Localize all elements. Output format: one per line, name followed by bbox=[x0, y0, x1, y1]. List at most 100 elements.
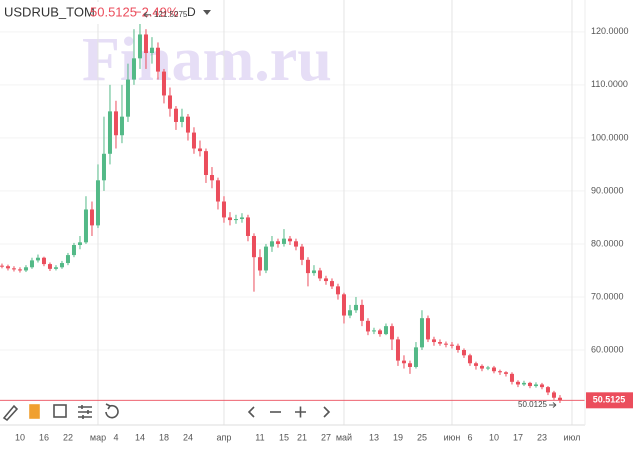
candle-body bbox=[65, 255, 70, 264]
candle-body bbox=[467, 355, 472, 364]
candle-body bbox=[239, 217, 244, 220]
min-label: 50.0125 bbox=[518, 400, 547, 409]
x-tick-label: 17 bbox=[513, 432, 523, 442]
candle-body bbox=[353, 304, 358, 311]
x-tick-label: апр bbox=[217, 432, 232, 442]
candle-body bbox=[425, 318, 430, 340]
candle-body bbox=[269, 241, 274, 247]
candle-body bbox=[191, 132, 196, 149]
x-tick-label: 10 bbox=[15, 432, 25, 442]
candle-body bbox=[29, 260, 34, 268]
candle-body bbox=[515, 381, 520, 385]
candle-body bbox=[479, 365, 484, 369]
header-bg bbox=[0, 2, 222, 24]
x-tick-label: 21 bbox=[297, 432, 307, 442]
x-tick-label: 19 bbox=[393, 432, 403, 442]
candle-body bbox=[197, 148, 202, 152]
candle-body bbox=[449, 344, 454, 346]
scroll-left[interactable] bbox=[247, 406, 255, 418]
candle-body bbox=[437, 342, 442, 344]
max-arrow bbox=[143, 11, 151, 18]
candle-body bbox=[17, 269, 22, 271]
candle-body bbox=[311, 270, 316, 274]
candle-body bbox=[0, 265, 4, 267]
candle-body bbox=[539, 384, 544, 388]
candle-body bbox=[35, 257, 40, 261]
candle-body bbox=[281, 238, 286, 244]
price: 50.5125 bbox=[90, 4, 137, 19]
y-tick-label: 80.0000 bbox=[591, 238, 624, 248]
candle-body bbox=[257, 257, 262, 271]
candle-body bbox=[5, 266, 10, 269]
template-tool[interactable] bbox=[29, 404, 40, 419]
symbol[interactable]: USDRUB_TOM bbox=[4, 4, 95, 19]
watermark: Finam.ru bbox=[82, 26, 332, 94]
candle-body bbox=[509, 373, 514, 382]
candle-body bbox=[383, 326, 388, 335]
x-tick-label: май bbox=[336, 432, 352, 442]
x-tick-label: 10 bbox=[489, 432, 499, 442]
candle-body bbox=[113, 111, 118, 136]
reset-tool[interactable] bbox=[105, 403, 119, 419]
candle-body bbox=[521, 382, 526, 385]
candle-body bbox=[173, 108, 178, 122]
candle-body bbox=[203, 151, 208, 175]
y-tick-label: 70.0000 bbox=[591, 291, 624, 301]
candle-body bbox=[335, 286, 340, 295]
candle-body bbox=[227, 217, 232, 221]
zoom-in[interactable] bbox=[295, 406, 306, 418]
candle-body bbox=[329, 281, 334, 287]
settings-tool[interactable] bbox=[78, 405, 92, 419]
interval[interactable]: D bbox=[187, 5, 196, 19]
draw-tool[interactable] bbox=[2, 404, 19, 422]
x-tick-label: 15 bbox=[279, 432, 289, 442]
candle-body bbox=[503, 372, 508, 374]
candle-body bbox=[497, 371, 502, 373]
indicator-tool[interactable] bbox=[53, 404, 67, 418]
x-tick-label: июн bbox=[444, 432, 461, 442]
candle-body bbox=[359, 304, 364, 321]
candle-body bbox=[347, 310, 352, 316]
x-tick-label: 23 bbox=[537, 432, 547, 442]
candle-body bbox=[167, 95, 172, 109]
candle-body bbox=[317, 270, 322, 279]
x-tick-label: 14 bbox=[135, 432, 145, 442]
x-tick-label: 16 bbox=[39, 432, 49, 442]
candle-body bbox=[341, 294, 346, 316]
candle-body bbox=[215, 180, 220, 202]
candle-body bbox=[473, 363, 478, 366]
candle-body bbox=[443, 343, 448, 345]
candle-body bbox=[419, 318, 424, 348]
max-label: 121.5275 bbox=[154, 10, 188, 19]
candle-body bbox=[263, 246, 268, 271]
candle-body bbox=[209, 175, 214, 181]
candle-body bbox=[413, 347, 418, 367]
candle-body bbox=[401, 360, 406, 364]
y-tick-label: 90.0000 bbox=[591, 185, 624, 195]
plot bbox=[0, 0, 585, 425]
scroll-right[interactable] bbox=[323, 406, 331, 418]
candle-body bbox=[95, 180, 100, 226]
candle-body bbox=[431, 339, 436, 343]
candle-body bbox=[365, 320, 370, 332]
candle-body bbox=[143, 34, 148, 54]
candle-body bbox=[557, 397, 562, 401]
x-tick-label: 22 bbox=[63, 432, 73, 442]
candle-body bbox=[41, 257, 46, 265]
candle-body bbox=[89, 209, 94, 226]
candle-body bbox=[59, 263, 64, 268]
candle-body bbox=[377, 330, 382, 335]
candle-body bbox=[551, 392, 556, 398]
candle-body bbox=[545, 387, 550, 393]
candle-body bbox=[83, 209, 88, 243]
candle-body bbox=[275, 241, 280, 244]
interval-dropdown[interactable] bbox=[203, 10, 211, 15]
candle-body bbox=[245, 217, 250, 236]
candle-body bbox=[395, 339, 400, 361]
candle-body bbox=[125, 79, 130, 117]
candle-body bbox=[155, 47, 160, 72]
candle-body bbox=[11, 268, 16, 270]
candle-body bbox=[389, 326, 394, 340]
x-tick-label: 13 bbox=[369, 432, 379, 442]
